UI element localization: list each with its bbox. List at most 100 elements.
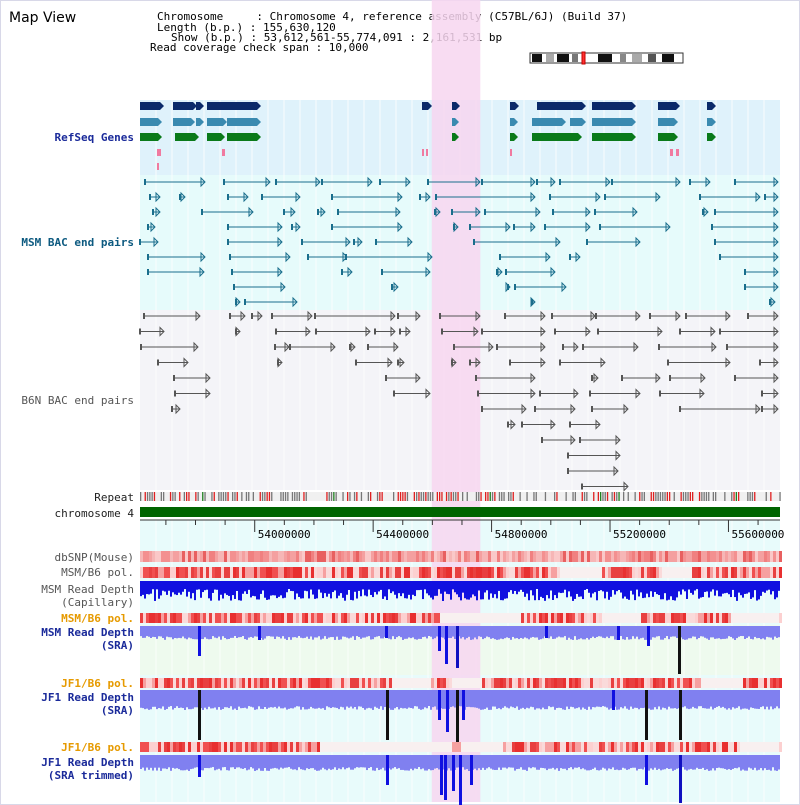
- track-label-jf1-b6-pol-2[interactable]: JF1/B6 pol.: [61, 741, 134, 754]
- highlight-region[interactable]: [431, 0, 481, 802]
- gene-arrow: [455, 118, 459, 126]
- bac-end-arrow: [725, 357, 731, 368]
- msm-sra-depth: [502, 626, 504, 640]
- gene-marker: [222, 149, 225, 156]
- bac-end: [569, 254, 571, 260]
- msm-cap-depth-bar: [726, 581, 728, 593]
- refseq-gene[interactable]: [592, 102, 632, 110]
- dbsnp-cell: [191, 551, 194, 562]
- msm-sra-depth: [378, 626, 380, 637]
- refseq-gene[interactable]: [140, 133, 158, 141]
- msm-cap-depth-bar: [698, 581, 700, 599]
- jf1-sra-depth: [492, 690, 494, 707]
- refseq-gene[interactable]: [175, 133, 195, 141]
- jf1-b6-pol-cell: [143, 678, 146, 688]
- repeat-element: [754, 492, 756, 501]
- refseq-gene[interactable]: [510, 102, 515, 110]
- msm-b6-pol-cell: [671, 567, 674, 578]
- jf1-sra-depth: [246, 690, 248, 709]
- refseq-gene[interactable]: [532, 133, 556, 141]
- refseq-gene[interactable]: [570, 118, 582, 126]
- track-label-msm-b6-pol-1[interactable]: MSM/B6 pol.: [61, 566, 134, 579]
- jf1-trim-depth: [738, 755, 740, 768]
- refseq-gene[interactable]: [452, 102, 456, 110]
- track-label-msm-b6-pol-2[interactable]: MSM/B6 pol.: [61, 612, 134, 625]
- repeat-element: [643, 492, 645, 501]
- track-label-repeat[interactable]: Repeat: [94, 491, 134, 504]
- refseq-gene[interactable]: [140, 118, 158, 126]
- refseq-gene[interactable]: [207, 133, 221, 141]
- refseq-gene[interactable]: [658, 102, 676, 110]
- dbsnp-cell: [551, 551, 554, 562]
- refseq-gene[interactable]: [196, 102, 200, 110]
- msm-sra-depth: [532, 626, 534, 637]
- jf1-trim-depth: [314, 755, 316, 770]
- refseq-gene[interactable]: [227, 133, 257, 141]
- gene-marker: [676, 149, 679, 156]
- refseq-gene[interactable]: [422, 102, 428, 110]
- refseq-gene[interactable]: [173, 102, 193, 110]
- msm-sra-depth: [294, 626, 296, 638]
- track-label-jf1-depth-sra-1[interactable]: JF1 Read Depth: [41, 691, 134, 704]
- jf1-sra-depth: [264, 690, 266, 708]
- refseq-gene[interactable]: [173, 118, 191, 126]
- refseq-gene[interactable]: [510, 118, 514, 126]
- jf1-b6-pol2-cell: [347, 742, 350, 752]
- msm-b6-pol2-cell: [374, 613, 377, 623]
- repeat-element: [574, 492, 576, 501]
- refseq-gene[interactable]: [452, 133, 455, 141]
- refseq-gene[interactable]: [556, 133, 578, 141]
- refseq-gene[interactable]: [592, 133, 632, 141]
- jf1-b6-pol2-cell: [488, 742, 491, 752]
- msm-cap-depth-bar: [348, 581, 350, 590]
- jf1-b6-pol-cell: [311, 678, 314, 688]
- refseq-gene[interactable]: [537, 102, 582, 110]
- refseq-gene[interactable]: [707, 118, 712, 126]
- track-label-msm-depth-sra-1[interactable]: MSM Read Depth: [41, 626, 134, 639]
- track-label-b6n-bac[interactable]: B6N BAC end pairs: [21, 394, 134, 407]
- repeat-element: [712, 492, 714, 501]
- refseq-gene[interactable]: [207, 102, 257, 110]
- repeat-track[interactable]: [140, 492, 780, 501]
- track-label-dbsnp[interactable]: dbSNP(Mouse): [54, 551, 134, 564]
- bac-end-arrow: [561, 281, 567, 293]
- jf1-b6-pol-cell: [386, 678, 389, 688]
- dbsnp-cell: [401, 551, 404, 562]
- refseq-gene[interactable]: [592, 118, 632, 126]
- track-label-jf1-b6-pol-1[interactable]: JF1/B6 pol.: [61, 677, 134, 690]
- track-label-refseq[interactable]: RefSeq Genes: [54, 131, 134, 144]
- jf1-sra-depth: [652, 690, 654, 710]
- msm-b6-pol2-cell: [566, 613, 569, 623]
- jf1-sra-depth: [378, 690, 380, 709]
- jf1-b6-pol-cell: [377, 678, 380, 688]
- refseq-gene[interactable]: [510, 133, 514, 141]
- msm-sra-depth: [356, 626, 358, 637]
- refseq-gene[interactable]: [658, 118, 674, 126]
- refseq-gene[interactable]: [196, 118, 200, 126]
- jf1-sra-depth: [478, 690, 480, 709]
- refseq-gene[interactable]: [707, 102, 712, 110]
- msm-b6-pol2-cell: [623, 613, 626, 623]
- msm-cap-depth-bar: [436, 581, 438, 596]
- repeat-element: [432, 492, 434, 501]
- refseq-gene[interactable]: [532, 118, 556, 126]
- refseq-gene[interactable]: [207, 118, 223, 126]
- track-label-jf1-depth-trim-1[interactable]: JF1 Read Depth: [41, 756, 134, 769]
- refseq-gene[interactable]: [707, 133, 712, 141]
- refseq-gene[interactable]: [140, 102, 160, 110]
- msm-cap-depth-bar: [308, 581, 310, 599]
- refseq-gene[interactable]: [452, 118, 455, 126]
- jf1-trim-depth: [566, 755, 568, 771]
- msm-b6-pol-cell: [416, 567, 419, 578]
- refseq-gene[interactable]: [556, 118, 562, 126]
- msm-b6-pol2-cell: [251, 613, 254, 623]
- repeat-element: [188, 492, 190, 501]
- jf1-sra-depth: [370, 690, 372, 709]
- track-label-msm-depth-cap-1[interactable]: MSM Read Depth: [41, 583, 134, 596]
- chromosome-bar[interactable]: [140, 507, 780, 517]
- msm-cap-depth-bar: [608, 581, 610, 600]
- track-label-msm-bac[interactable]: MSM BAC end pairs: [21, 236, 134, 249]
- refseq-gene[interactable]: [658, 133, 674, 141]
- refseq-gene[interactable]: [227, 118, 257, 126]
